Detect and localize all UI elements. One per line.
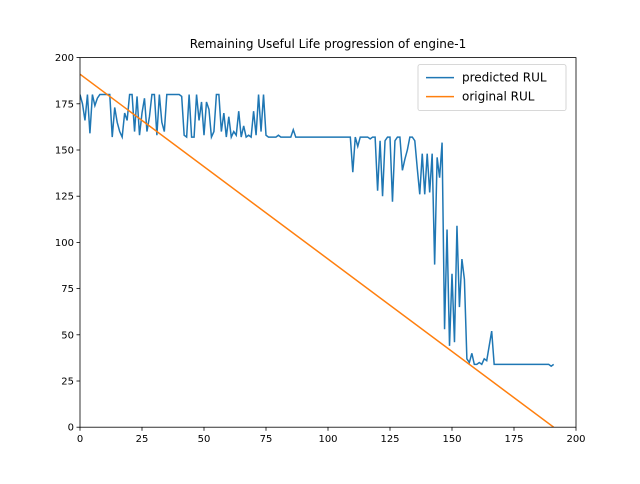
y-tick-label: 175 [55, 99, 74, 110]
plot-frame [79, 57, 577, 428]
chart-title: Remaining Useful Life progression of eng… [190, 37, 467, 51]
x-tick-label: 0 [77, 434, 83, 445]
y-tick-label: 50 [61, 330, 74, 341]
legend-box [417, 64, 567, 111]
y-tick-label: 150 [55, 146, 74, 157]
x-tick-label: 175 [504, 434, 523, 445]
legend-label: predicted RUL [462, 71, 547, 85]
y-tick-label: 125 [55, 192, 74, 203]
x-tick-label: 200 [566, 434, 585, 445]
x-tick-label: 25 [136, 434, 149, 445]
y-tick-label: 25 [61, 377, 74, 388]
x-tick-label: 125 [380, 434, 399, 445]
x-tick-label: 100 [318, 434, 337, 445]
line [80, 73, 555, 428]
line [80, 93, 555, 368]
y-tick-label: 100 [55, 238, 74, 249]
y-tick-label: 75 [61, 284, 74, 295]
y-tick-label: 0 [68, 423, 74, 434]
x-tick-label: 50 [198, 434, 211, 445]
legend-label: original RUL [462, 90, 535, 104]
x-tick-label: 75 [260, 434, 273, 445]
x-tick-label: 150 [442, 434, 461, 445]
y-tick-label: 200 [55, 53, 74, 64]
